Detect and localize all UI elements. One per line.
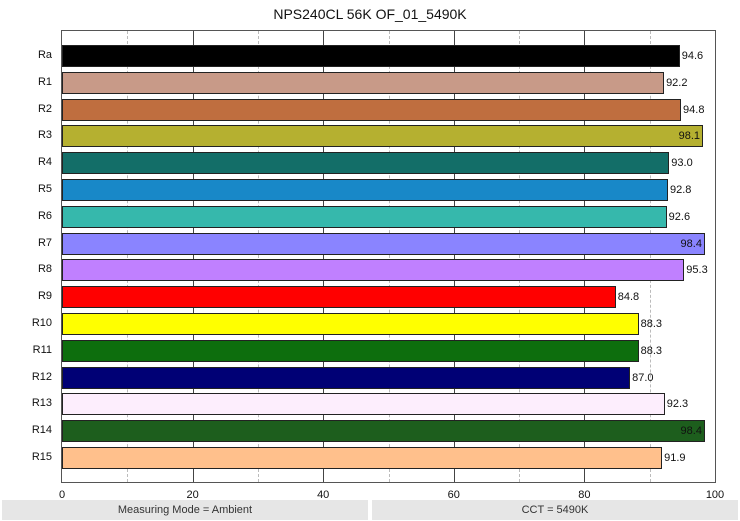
bar-r4 bbox=[62, 152, 670, 175]
bar-r10 bbox=[62, 313, 639, 335]
value-label: 98.4 bbox=[680, 425, 702, 438]
gridline bbox=[649, 31, 651, 482]
measuring-mode-status: Measuring Mode = Ambient bbox=[2, 500, 368, 520]
category-label: R2 bbox=[37, 102, 52, 115]
bar-r1 bbox=[62, 71, 665, 94]
x-tick-label: 40 bbox=[317, 489, 330, 501]
category-label: R11 bbox=[32, 343, 52, 356]
value-label: 88.3 bbox=[640, 344, 663, 357]
value-label: 94.6 bbox=[681, 50, 704, 62]
value-label: 92.2 bbox=[666, 76, 688, 89]
value-label: 94.8 bbox=[683, 103, 705, 116]
category-label: R1 bbox=[37, 75, 52, 88]
value-label: 92.8 bbox=[669, 184, 692, 196]
x-tick-label: 0 bbox=[58, 489, 66, 501]
gridline bbox=[519, 31, 521, 482]
chart-title: NPS240CL 56K OF_01_5490K bbox=[273, 6, 467, 22]
gridline bbox=[388, 31, 390, 482]
gridline bbox=[323, 31, 325, 482]
bar-r12 bbox=[62, 366, 631, 389]
category-label: R7 bbox=[37, 236, 52, 249]
bar-r9 bbox=[62, 286, 616, 309]
value-label: 84.8 bbox=[617, 291, 640, 304]
cct-status: CCT = 5490K bbox=[372, 500, 738, 520]
bar-r8 bbox=[62, 259, 685, 282]
gridline bbox=[192, 31, 194, 482]
value-label: 91.9 bbox=[664, 452, 686, 464]
category-label: R15 bbox=[31, 451, 52, 463]
category-label: R4 bbox=[37, 156, 52, 169]
value-label: 93.0 bbox=[671, 157, 693, 170]
category-label: R14 bbox=[31, 424, 52, 437]
x-tick-label: 60 bbox=[447, 489, 460, 501]
category-label: R5 bbox=[37, 183, 52, 195]
value-label: 92.6 bbox=[668, 210, 691, 223]
gridline bbox=[584, 31, 586, 482]
category-label: R8 bbox=[37, 263, 52, 276]
bar-r2 bbox=[62, 98, 682, 121]
bar-r6 bbox=[62, 205, 667, 228]
gridline bbox=[127, 31, 129, 482]
value-label: 98.1 bbox=[678, 130, 700, 143]
bar-r11 bbox=[62, 339, 639, 362]
bar-r7 bbox=[62, 232, 705, 255]
bar-r15 bbox=[62, 447, 663, 469]
category-label: R10 bbox=[31, 317, 52, 329]
category-label: R6 bbox=[37, 209, 52, 222]
x-tick-label: 20 bbox=[186, 489, 199, 501]
bar-r3 bbox=[62, 125, 703, 148]
value-label: 95.3 bbox=[686, 264, 708, 277]
bar-r13 bbox=[62, 393, 665, 416]
bar-r14 bbox=[62, 420, 705, 443]
gridline bbox=[257, 31, 259, 482]
value-label: 88.3 bbox=[640, 318, 663, 330]
value-label: 98.4 bbox=[680, 237, 702, 250]
category-label: R12 bbox=[31, 370, 52, 383]
category-label: R13 bbox=[31, 397, 52, 410]
value-label: 92.3 bbox=[666, 398, 689, 411]
gridline bbox=[453, 31, 455, 482]
category-label: Ra bbox=[37, 49, 52, 61]
value-label: 87.0 bbox=[632, 371, 654, 384]
x-tick-label: 100 bbox=[705, 489, 725, 501]
category-label: R9 bbox=[37, 290, 52, 303]
category-label: R3 bbox=[37, 129, 52, 142]
bar-r5 bbox=[62, 179, 668, 201]
x-tick-label: 80 bbox=[578, 489, 591, 501]
plot-area: 94.6 92.2 94.8 98.1 93.0 92.8 92.6 98.4 95.3 84.8… bbox=[61, 30, 716, 483]
bar-ra bbox=[62, 45, 680, 67]
